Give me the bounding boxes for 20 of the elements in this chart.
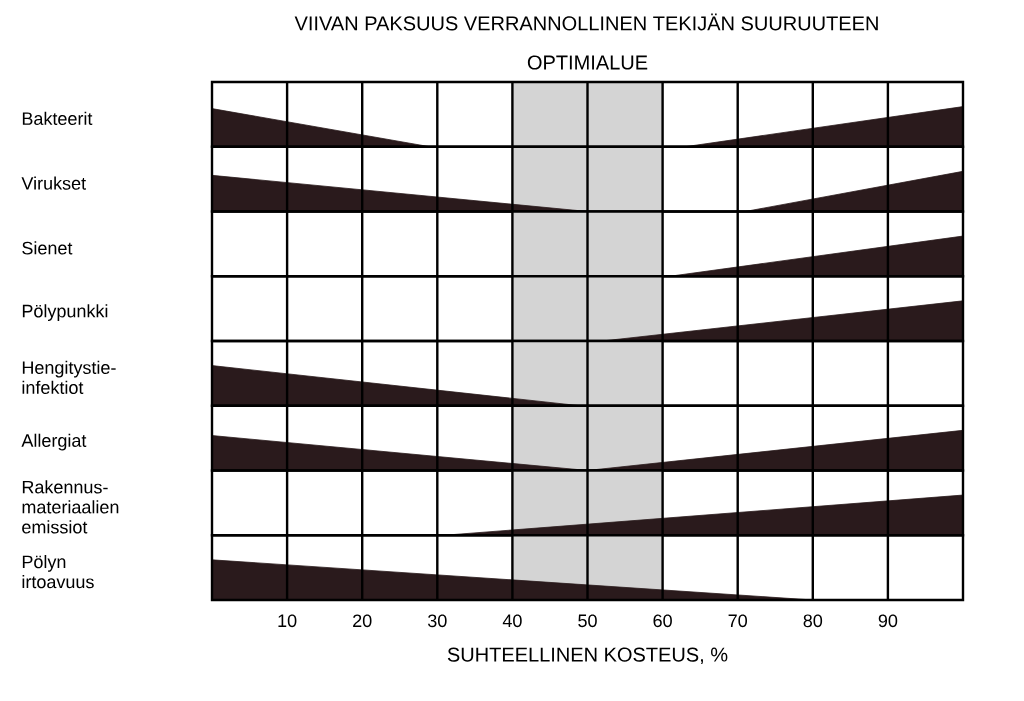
x-tick-label: 90: [878, 614, 898, 628]
y-axis-title: Allergiat: [21, 433, 87, 451]
band-label: OPTIMIALUE: [527, 55, 648, 70]
y-axis-title: Pölyn irtoavuus: [22, 554, 94, 589]
y-axis-title: Virukset: [21, 176, 86, 190]
x-tick-label: 40: [502, 614, 522, 628]
x-tick-label: 20: [353, 614, 372, 628]
y-axis-title: Bakteerit: [22, 111, 93, 125]
x-tick-label: 50: [578, 614, 597, 628]
x-axis-title: SUHTEELLINEN KOSTEUS, %: [447, 647, 728, 665]
y-axis-title: Rakennus-materiaalien emissiot: [22, 480, 119, 534]
y-axis-title: Pölypunkki: [22, 304, 108, 321]
chart-title: VIIVAN PAKSUUS VERRANNOLLINEN TEKIJÄN SUURUUTEEN: [294, 13, 878, 31]
x-tick-label: 60: [653, 614, 672, 628]
x-tick-label: 30: [427, 614, 447, 628]
x-tick-label: 70: [728, 614, 748, 628]
y-axis-title: Sienet: [22, 241, 73, 255]
y-axis-title: Hengitystie-infektiot: [22, 360, 116, 394]
x-tick-label: 10: [278, 614, 297, 628]
x-tick-label: 80: [803, 614, 823, 628]
